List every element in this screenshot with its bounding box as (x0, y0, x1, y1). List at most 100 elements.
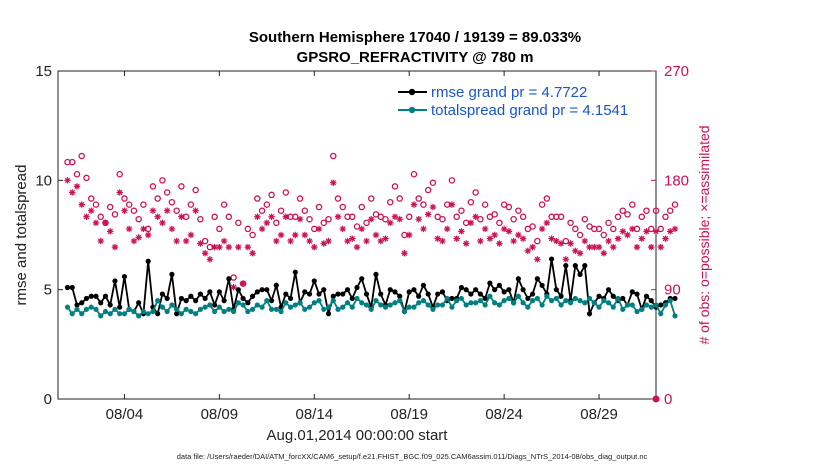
obs-assimilated-point (643, 228, 650, 235)
obs-assimilated-point (211, 243, 218, 251)
legend-rmse-marker (408, 88, 416, 96)
obs-possible-point (657, 225, 664, 233)
obs-zero-marker (652, 395, 660, 403)
obs-assimilated-point (519, 235, 527, 242)
obs-possible-point (125, 201, 133, 208)
obs-assimilated-point (477, 237, 484, 245)
obs-assimilated-point (306, 237, 313, 245)
totalspread-point (430, 306, 436, 312)
rmse-point (88, 293, 94, 299)
obs-possible-point (638, 213, 646, 221)
obs-assimilated-point (467, 219, 475, 227)
rmse-point (482, 295, 488, 302)
obs-possible-point (315, 203, 323, 211)
totalspread-point (321, 306, 327, 312)
rmse-point (506, 287, 512, 293)
totalspread-point (520, 300, 526, 306)
obs-possible-point (230, 274, 237, 281)
obs-assimilated-point (415, 216, 422, 223)
obs-possible-point (662, 213, 669, 221)
totalspread-point (344, 300, 351, 306)
obs-assimilated-point (619, 228, 626, 235)
obs-assimilated-point (391, 213, 399, 220)
obs-possible-point (130, 207, 138, 214)
obs-possible-point (420, 201, 427, 208)
rmse-point (558, 293, 564, 299)
obs-assimilated-point (320, 240, 327, 247)
totalspread-point (316, 298, 322, 304)
obs-assimilated-point (144, 231, 152, 239)
obs-assimilated-point (263, 219, 271, 227)
totalspread-point (207, 302, 213, 308)
totalspread-point (155, 298, 161, 304)
rmse-point (79, 300, 85, 306)
obs-possible-point (666, 207, 674, 214)
obs-possible-point (235, 219, 242, 227)
totalspread-point (662, 302, 669, 308)
obs-possible-point (92, 201, 100, 208)
totalspread-point (145, 311, 151, 317)
totalspread-point (596, 304, 602, 310)
obs-assimilated-point (216, 243, 223, 251)
rmse-point (349, 295, 355, 302)
rmse-point (420, 282, 427, 288)
obs-assimilated-point (396, 216, 403, 223)
obs-assimilated-point (311, 243, 318, 251)
obs-possible-point (367, 195, 375, 202)
totalspread-point (259, 304, 265, 310)
obs-assimilated-point (671, 225, 679, 233)
obs-possible-point (534, 237, 541, 245)
obs-possible-point (496, 219, 503, 227)
totalspread-point (349, 304, 355, 310)
obs-assimilated-point (496, 240, 503, 247)
obs-assimilated-point (510, 237, 517, 245)
totalspread-point (231, 308, 237, 315)
obs-assimilated-point (372, 231, 380, 239)
obs-assimilated-point (244, 243, 252, 251)
totalspread-point (264, 298, 270, 304)
obs-possible-point (173, 207, 180, 214)
totalspread-point (577, 298, 583, 304)
obs-possible-point (140, 201, 147, 208)
rmse-point (473, 287, 479, 293)
rmse-point (302, 289, 308, 295)
totalspread-point (359, 300, 365, 306)
obs-possible-point (159, 177, 166, 184)
obs-possible-point (249, 231, 256, 239)
totalspread-point (117, 311, 123, 317)
totalspread-point (392, 300, 398, 306)
obs-possible-point (581, 215, 589, 223)
totalspread-point (454, 298, 460, 304)
obs-assimilated-point (548, 235, 555, 242)
obs-assimilated-point (458, 228, 465, 235)
obs-assimilated-point (301, 231, 308, 239)
obs-possible-point (178, 183, 185, 190)
rmse-point (425, 291, 431, 297)
y-left-tick-label: 0 (44, 391, 52, 408)
obs-assimilated-point (277, 231, 285, 239)
obs-assimilated-point (662, 235, 669, 242)
obs-possible-point (439, 215, 446, 223)
obs-assimilated-point (529, 243, 536, 251)
obs-possible-point (505, 203, 513, 211)
obs-assimilated-point (368, 216, 375, 223)
obs-assimilated-point (462, 240, 470, 247)
totalspread-point (121, 311, 128, 317)
rmse-point (359, 276, 365, 282)
totalspread-point (226, 306, 232, 312)
obs-possible-point (424, 186, 432, 194)
obs-assimilated-point (140, 225, 147, 233)
totalspread-point (378, 302, 384, 308)
rmse-point (373, 271, 379, 277)
totalspread-point (287, 304, 294, 310)
x-tick-label: 08/24 (485, 406, 523, 423)
totalspread-point (397, 298, 403, 304)
rmse-point (245, 300, 251, 306)
rmse-point (93, 293, 99, 299)
rmse-point (515, 276, 521, 282)
totalspread-point (212, 308, 218, 315)
obs-assimilated-point (197, 240, 204, 247)
obs-possible-point (629, 201, 636, 208)
rmse-point (344, 287, 351, 293)
obs-assimilated-point (78, 201, 85, 208)
